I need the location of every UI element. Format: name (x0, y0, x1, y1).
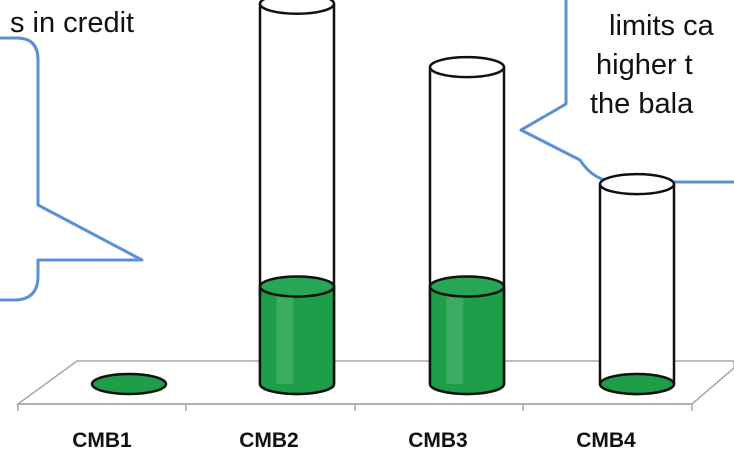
cylinder-cmb1 (90, 372, 168, 396)
chart-floor (15, 360, 734, 411)
category-label: CMB2 (239, 429, 299, 451)
cylinder-top (428, 55, 506, 79)
cylinder-top (258, 0, 336, 15)
cylinder-fill (258, 286, 336, 396)
cylinder-highlight (276, 290, 294, 384)
cylinder-cmb2 (258, 0, 336, 396)
left-callout-text: s in credit (10, 7, 135, 39)
cylinder-outline (598, 184, 676, 396)
category-label: CMB1 (72, 429, 132, 451)
cylinder-cmb4 (598, 172, 676, 396)
right-callout-line-2: higher t (596, 49, 693, 81)
right-callout-line-3: the bala (590, 88, 694, 120)
cylinder-fill-top (258, 275, 336, 298)
category-label: CMB3 (408, 429, 468, 451)
cylinder-cmb3 (428, 55, 506, 396)
left-callout-bubble (0, 36, 144, 302)
cylinder-top (598, 172, 676, 196)
right-callout-line-1: limits ca (609, 10, 714, 42)
cylinder-highlight (446, 290, 464, 384)
category-label: CMB4 (576, 429, 636, 451)
cylinders (90, 0, 676, 396)
category-labels: CMB1 CMB2 CMB3 CMB4 (72, 429, 636, 451)
cylinder-fill-top (428, 275, 506, 298)
cylinder-base-disk (90, 372, 168, 396)
cylinder-base-disk (598, 372, 676, 396)
cylinder-fill (428, 286, 506, 396)
